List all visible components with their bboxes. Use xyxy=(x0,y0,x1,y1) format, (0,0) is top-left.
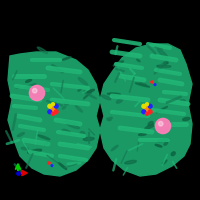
Point xyxy=(145,112,149,115)
Ellipse shape xyxy=(64,102,69,105)
Point xyxy=(55,105,58,108)
Ellipse shape xyxy=(145,124,156,129)
Polygon shape xyxy=(100,44,192,176)
Ellipse shape xyxy=(107,93,121,95)
Ellipse shape xyxy=(61,84,64,87)
Point xyxy=(47,161,51,165)
Point xyxy=(51,112,55,115)
Ellipse shape xyxy=(163,66,169,68)
Point xyxy=(48,110,51,113)
Ellipse shape xyxy=(164,122,173,126)
Ellipse shape xyxy=(75,105,83,112)
Ellipse shape xyxy=(157,49,168,58)
Ellipse shape xyxy=(155,144,162,147)
Ellipse shape xyxy=(116,99,123,103)
Ellipse shape xyxy=(17,133,24,137)
Ellipse shape xyxy=(25,84,36,88)
Ellipse shape xyxy=(44,142,48,145)
Ellipse shape xyxy=(156,106,168,113)
Ellipse shape xyxy=(135,83,150,87)
Point xyxy=(51,103,55,106)
Ellipse shape xyxy=(62,106,66,109)
Ellipse shape xyxy=(37,47,48,54)
Ellipse shape xyxy=(66,122,79,129)
Ellipse shape xyxy=(38,135,50,140)
Ellipse shape xyxy=(107,118,111,121)
Ellipse shape xyxy=(28,86,35,88)
Ellipse shape xyxy=(28,149,42,153)
Point xyxy=(149,110,152,113)
Ellipse shape xyxy=(78,88,82,91)
Circle shape xyxy=(29,85,45,101)
Ellipse shape xyxy=(83,91,92,99)
Ellipse shape xyxy=(164,142,168,145)
Ellipse shape xyxy=(139,82,146,85)
Ellipse shape xyxy=(148,121,153,126)
Point xyxy=(145,103,149,106)
Ellipse shape xyxy=(125,160,136,164)
Ellipse shape xyxy=(84,92,97,99)
Point xyxy=(149,105,152,108)
Point xyxy=(145,107,149,111)
Point xyxy=(48,105,51,108)
Point xyxy=(50,164,54,167)
Ellipse shape xyxy=(26,79,32,82)
Ellipse shape xyxy=(171,152,175,156)
Polygon shape xyxy=(8,52,100,176)
Circle shape xyxy=(155,118,171,134)
Point xyxy=(142,105,145,108)
Ellipse shape xyxy=(139,133,146,135)
Ellipse shape xyxy=(52,65,63,73)
Ellipse shape xyxy=(78,78,88,85)
Ellipse shape xyxy=(164,62,168,64)
Ellipse shape xyxy=(87,89,94,93)
Point xyxy=(55,110,58,113)
Point xyxy=(142,110,145,113)
Ellipse shape xyxy=(62,129,71,134)
Point xyxy=(150,80,154,84)
Point xyxy=(153,83,157,86)
Ellipse shape xyxy=(111,145,118,151)
Ellipse shape xyxy=(157,65,171,67)
Ellipse shape xyxy=(83,137,94,141)
Ellipse shape xyxy=(183,117,190,121)
Ellipse shape xyxy=(62,57,71,60)
Ellipse shape xyxy=(84,91,91,93)
Ellipse shape xyxy=(154,65,164,74)
Ellipse shape xyxy=(65,121,78,124)
Circle shape xyxy=(158,121,163,126)
Ellipse shape xyxy=(158,139,169,142)
Ellipse shape xyxy=(137,59,140,62)
Circle shape xyxy=(32,88,37,93)
Ellipse shape xyxy=(113,61,124,66)
Ellipse shape xyxy=(180,100,185,103)
Ellipse shape xyxy=(162,160,167,164)
Ellipse shape xyxy=(58,163,67,169)
Ellipse shape xyxy=(80,132,85,134)
Ellipse shape xyxy=(107,117,112,121)
Ellipse shape xyxy=(101,95,111,100)
Point xyxy=(51,107,55,111)
Ellipse shape xyxy=(21,147,28,150)
Ellipse shape xyxy=(16,86,19,88)
Ellipse shape xyxy=(157,60,168,69)
